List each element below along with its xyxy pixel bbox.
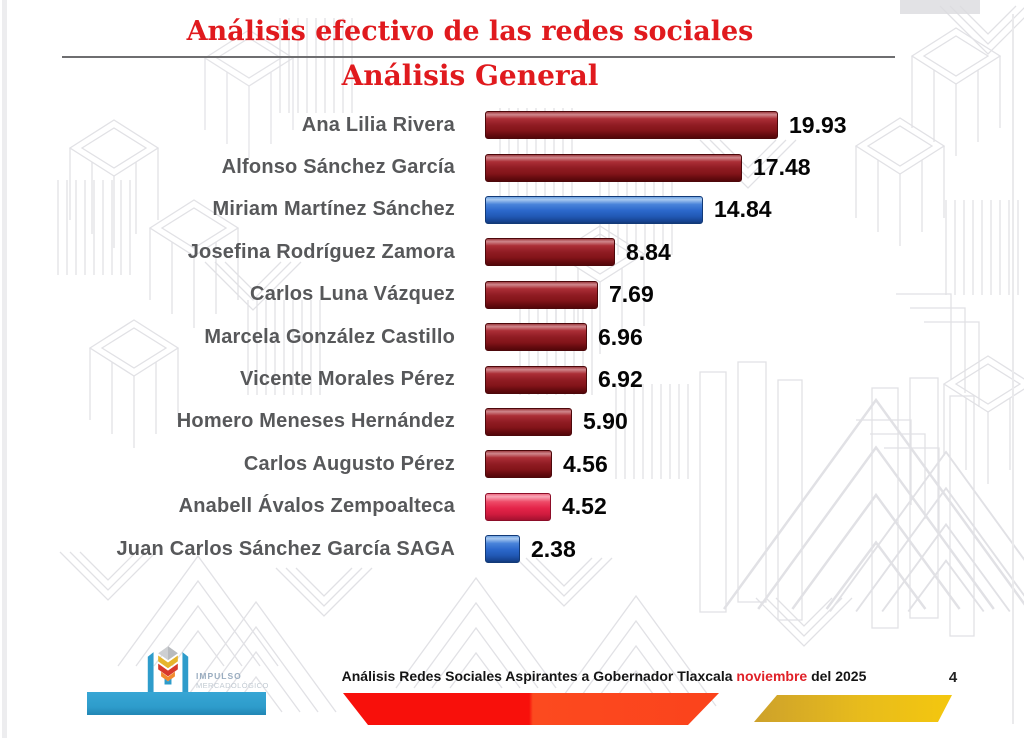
bar-label: Carlos Augusto Pérez — [243, 452, 455, 475]
bar-chart: Ana Lilia Rivera 19.93 Alfonso Sánchez Gar… — [0, 104, 1024, 570]
chart-row: Vicente Morales Pérez 6.92 — [0, 358, 1024, 400]
bar-label: Alfonso Sánchez García — [221, 156, 455, 179]
page-number: 4 — [948, 669, 958, 686]
page-title: Análisis efectivo de las redes sociales — [186, 16, 754, 47]
bar-value: 7.69 — [609, 281, 654, 308]
footer-caption: Análisis Redes Sociales Aspirantes a Gob… — [334, 668, 874, 684]
footer-caption-part2: del 2025 — [807, 668, 867, 684]
bar — [485, 238, 615, 267]
left-edge-artifact — [2, 0, 7, 738]
top-right-smudge — [900, 0, 980, 14]
chart-row: Juan Carlos Sánchez García SAGA 2.38 — [0, 528, 1024, 570]
red-ribbon — [343, 693, 719, 725]
impulso-logo-icon — [147, 646, 189, 695]
bar-value: 4.56 — [563, 450, 608, 477]
title-divider — [62, 56, 895, 58]
bar-value: 14.84 — [714, 196, 772, 223]
bar-value: 8.84 — [626, 238, 671, 265]
bar-label: Juan Carlos Sánchez García SAGA — [116, 537, 455, 560]
chart-row: Carlos Augusto Pérez 4.56 — [0, 443, 1024, 485]
chart-row: Josefina Rodríguez Zamora 8.84 — [0, 231, 1024, 273]
chart-row: Anabell Ávalos Zempoalteca 4.52 — [0, 486, 1024, 528]
bar — [485, 111, 778, 140]
footer-caption-highlight: noviembre — [736, 668, 808, 684]
bar-label: Ana Lilia Rivera — [301, 113, 455, 136]
logo-blue-bar — [87, 692, 266, 715]
bar-label: Carlos Luna Vázquez — [250, 283, 455, 306]
bar-label: Anabell Ávalos Zempoalteca — [178, 495, 455, 518]
chart-row: Homero Meneses Hernández 5.90 — [0, 401, 1024, 443]
bar-value: 4.52 — [562, 493, 607, 520]
logo-line1: IMPULSO — [196, 671, 242, 681]
chart-row: Miriam Martínez Sánchez 14.84 — [0, 189, 1024, 231]
bar — [485, 195, 703, 224]
right-edge-artifact — [1012, 14, 1014, 724]
bar-label: Marcela González Castillo — [204, 325, 455, 348]
bar — [485, 323, 587, 352]
bar-value: 5.90 — [583, 408, 628, 435]
chart-row: Ana Lilia Rivera 19.93 — [0, 104, 1024, 146]
bar — [485, 535, 520, 564]
chart-row: Carlos Luna Vázquez 7.69 — [0, 274, 1024, 316]
bar — [485, 492, 551, 521]
bar-label: Josefina Rodríguez Zamora — [187, 240, 455, 263]
impulso-logo-text: IMPULSO MERCADOLÓGICO — [196, 671, 269, 691]
chart-row: Alfonso Sánchez García 17.48 — [0, 146, 1024, 188]
bar-label: Homero Meneses Hernández — [176, 410, 455, 433]
bar — [485, 407, 572, 436]
chart-row: Marcela González Castillo 6.96 — [0, 316, 1024, 358]
logo-line2: MERCADOLÓGICO — [196, 681, 269, 690]
bar-label: Vicente Morales Pérez — [239, 368, 455, 391]
bar — [485, 153, 742, 182]
bar — [485, 365, 587, 394]
bar-value: 6.96 — [598, 323, 643, 350]
gold-ribbon — [754, 695, 952, 722]
page-subtitle: Análisis General — [341, 59, 599, 92]
bar-value: 2.38 — [531, 535, 576, 562]
bar — [485, 450, 552, 479]
footer-caption-part1: Análisis Redes Sociales Aspirantes a Gob… — [341, 668, 737, 684]
bar-value: 19.93 — [789, 111, 847, 138]
bar-value: 17.48 — [753, 154, 811, 181]
bar-label: Miriam Martínez Sánchez — [212, 198, 455, 221]
bar — [485, 280, 598, 309]
bar-value: 6.92 — [598, 366, 643, 393]
